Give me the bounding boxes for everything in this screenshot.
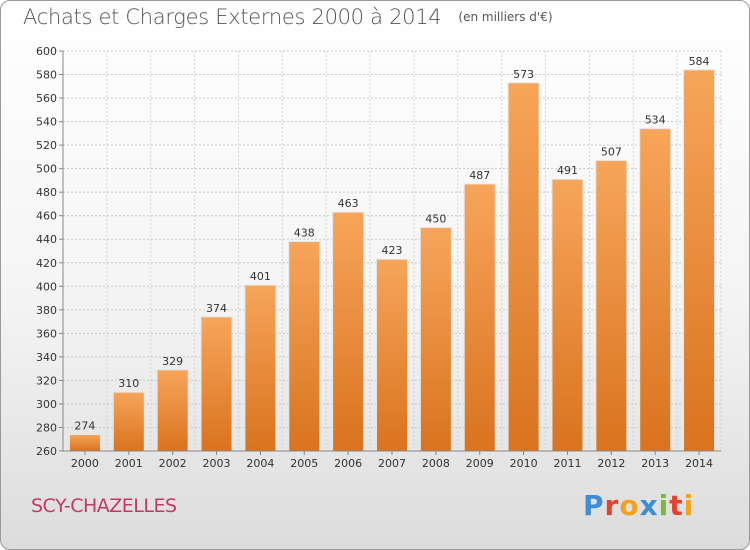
- y-tick-label: 560: [36, 92, 57, 105]
- y-tick-label: 500: [36, 163, 57, 176]
- y-tick-label: 300: [36, 398, 57, 411]
- bar-2009: [463, 183, 496, 452]
- x-tick-label: 2000: [71, 457, 99, 470]
- data-label: 573: [513, 68, 534, 81]
- data-label: 374: [206, 302, 227, 315]
- y-tick-label: 320: [36, 374, 57, 387]
- y-tick-label: 480: [36, 186, 57, 199]
- y-tick-label: 540: [36, 116, 57, 129]
- x-tick-label: 2011: [553, 457, 581, 470]
- x-tick-label: 2013: [641, 457, 669, 470]
- data-label: 491: [557, 164, 578, 177]
- bar-2011: [551, 178, 584, 452]
- y-tick-label: 440: [36, 233, 57, 246]
- y-tick-label: 460: [36, 210, 57, 223]
- logo-letter: x: [639, 489, 659, 522]
- x-tick-label: 2004: [246, 457, 274, 470]
- y-tick-label: 380: [36, 304, 57, 317]
- data-label: 329: [162, 355, 183, 368]
- bar-2000: [68, 434, 101, 452]
- y-tick-label: 280: [36, 421, 57, 434]
- x-tick-label: 2008: [422, 457, 450, 470]
- title-row: Achats et Charges Externes 2000 à 2014 (…: [23, 5, 553, 29]
- logo-letter: o: [619, 489, 640, 522]
- data-label: 507: [601, 145, 622, 158]
- y-tick-label: 580: [36, 69, 57, 82]
- data-label: 487: [469, 169, 490, 182]
- y-tick-label: 420: [36, 257, 57, 270]
- logo-letter: t: [669, 489, 684, 522]
- bar-2006: [332, 211, 365, 452]
- chart-unit: (en milliers d'€): [458, 10, 553, 24]
- data-label: 310: [118, 377, 139, 390]
- x-tick-label: 2005: [290, 457, 318, 470]
- bar-2013: [639, 128, 672, 452]
- x-tick-label: 2012: [597, 457, 625, 470]
- town-name: SCY-CHAZELLES: [31, 495, 177, 517]
- y-tick-label: 340: [36, 351, 57, 364]
- x-tick-label: 2003: [203, 457, 231, 470]
- data-label: 450: [425, 212, 446, 225]
- x-tick-label: 2010: [510, 457, 538, 470]
- logo-letter: i: [658, 489, 670, 522]
- bar-2004: [244, 284, 277, 452]
- chart-title: Achats et Charges Externes 2000 à 2014: [23, 5, 442, 29]
- x-tick-label: 2001: [115, 457, 143, 470]
- data-label: 423: [382, 244, 403, 257]
- data-label: 401: [250, 270, 271, 283]
- y-tick-label: 400: [36, 280, 57, 293]
- x-tick-label: 2007: [378, 457, 406, 470]
- x-tick-label: 2014: [685, 457, 713, 470]
- bar-2008: [419, 226, 452, 452]
- data-label: 463: [338, 197, 359, 210]
- data-label: 274: [74, 420, 95, 433]
- y-tick-label: 360: [36, 327, 57, 340]
- logo-letter: i: [683, 489, 695, 522]
- data-label: 534: [645, 114, 666, 127]
- proxiti-logo: Proxiti: [583, 489, 694, 522]
- bar-2014: [683, 69, 716, 452]
- data-label: 584: [689, 55, 710, 68]
- x-tick-label: 2006: [334, 457, 362, 470]
- logo-letter: r: [604, 489, 620, 522]
- bar-2002: [156, 369, 189, 452]
- data-label: 438: [294, 227, 315, 240]
- y-tick-label: 600: [36, 45, 57, 58]
- bar-2003: [200, 316, 233, 452]
- bar-2005: [288, 241, 321, 452]
- bar-2010: [507, 82, 540, 452]
- x-tick-label: 2002: [159, 457, 187, 470]
- bar-2001: [112, 391, 145, 452]
- bar-2007: [376, 258, 408, 452]
- logo-letter: P: [583, 489, 605, 522]
- y-tick-label: 520: [36, 139, 57, 152]
- x-tick-label: 2009: [466, 457, 494, 470]
- y-tick-label: 260: [36, 445, 57, 458]
- bar-2012: [595, 159, 628, 452]
